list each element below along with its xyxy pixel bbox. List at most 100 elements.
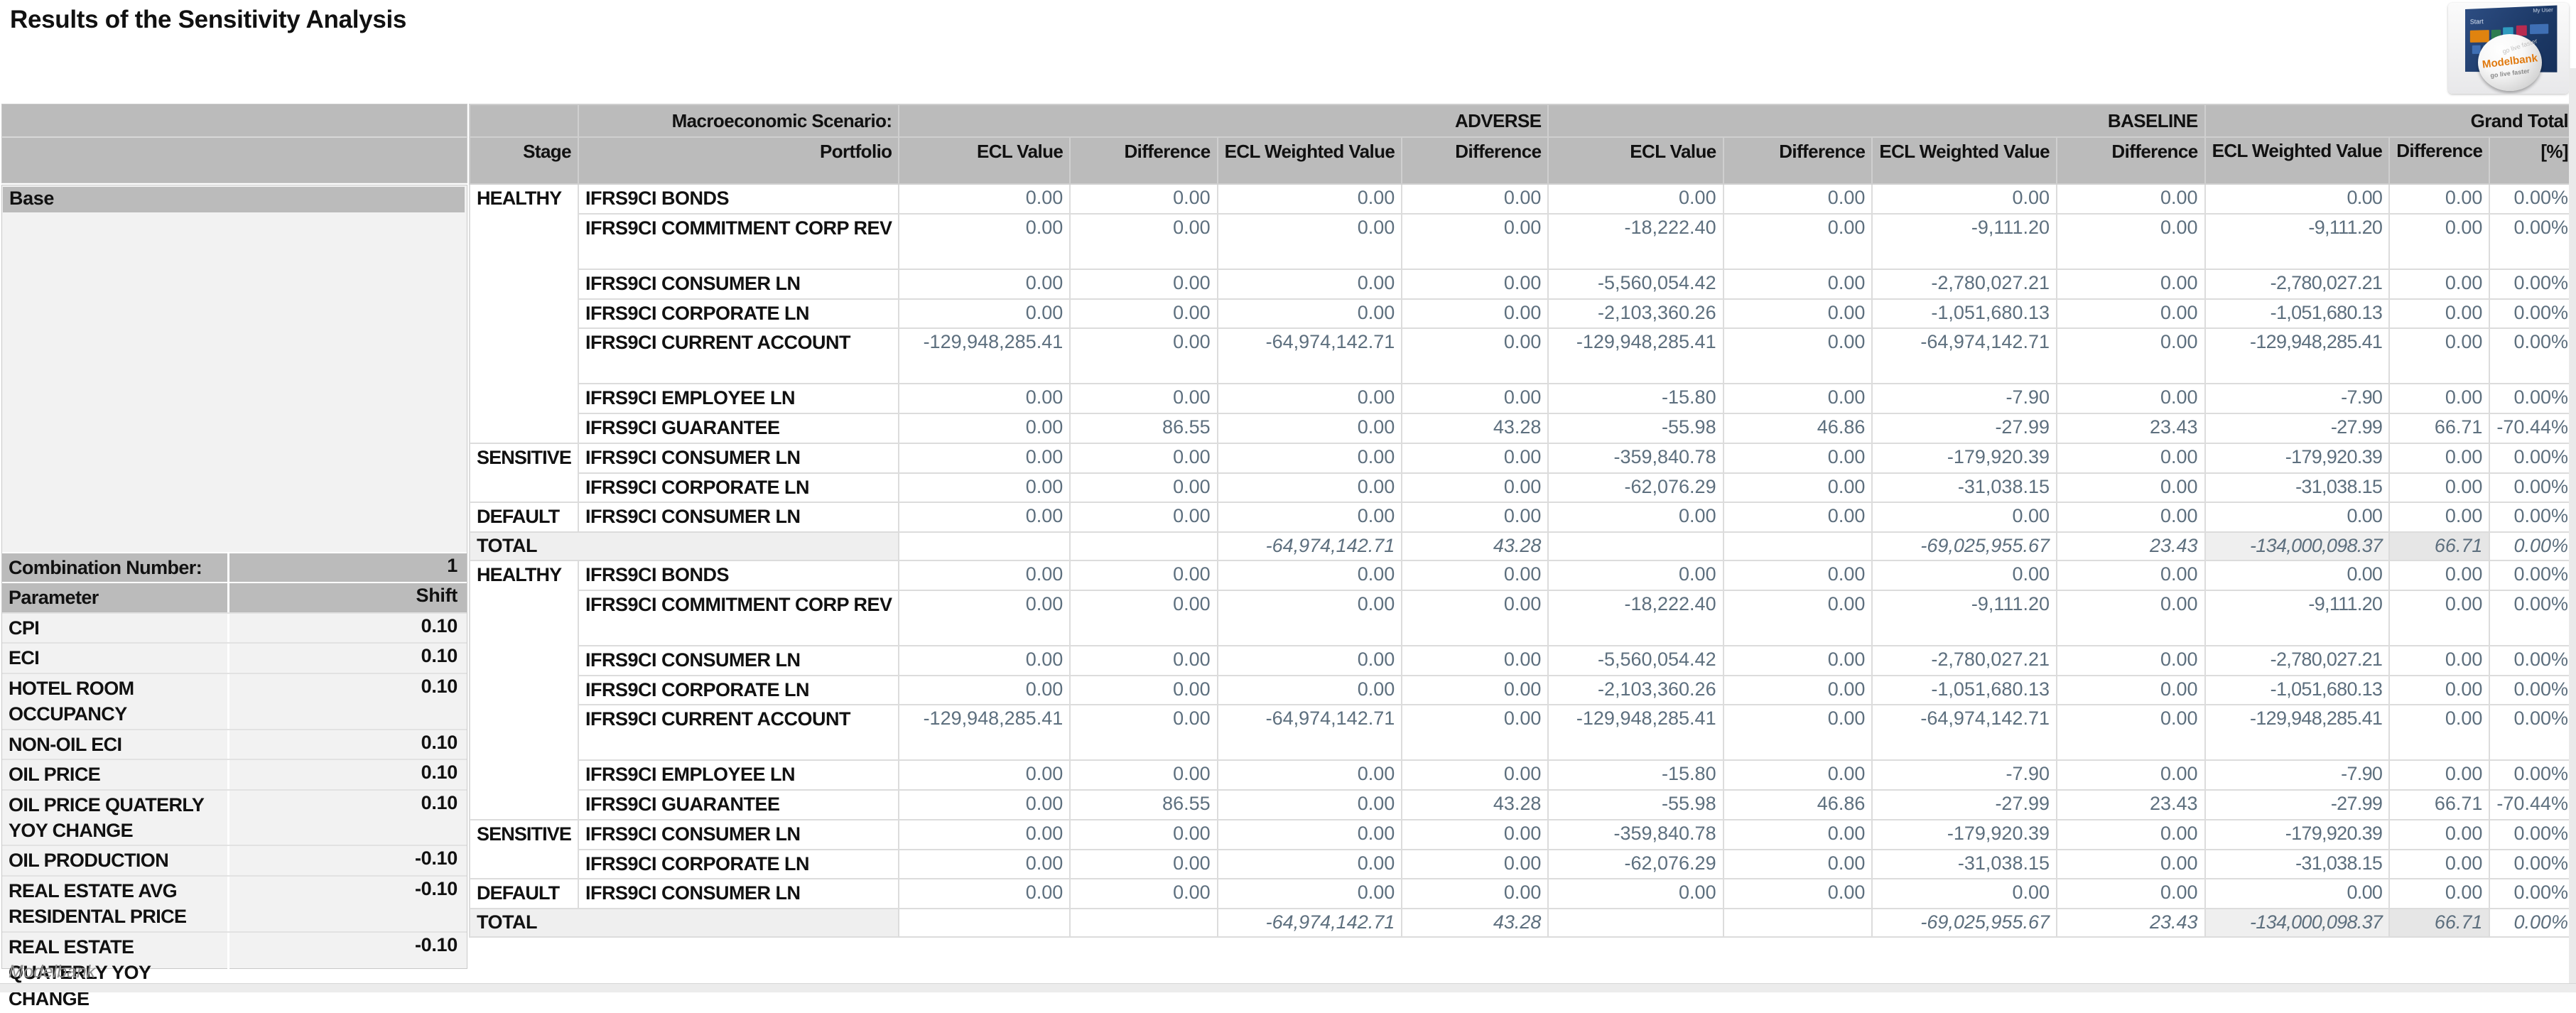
- ecl-cell[interactable]: 0.00: [1216, 674, 1403, 706]
- portfolio-cell[interactable]: IFRS9CI GUARANTEE: [577, 789, 900, 820]
- portfolio-cell[interactable]: IFRS9CI EMPLOYEE LN: [577, 759, 900, 791]
- table-row[interactable]: DEFAULT IFRS9CI CONSUMER LN 0.00 0.00 0.00 0.…: [469, 878, 2576, 909]
- grand-total-weighted-cell[interactable]: -129,948,285.41: [2204, 327, 2391, 385]
- ecl-cell[interactable]: -55.98: [1547, 789, 1724, 820]
- grand-total-weighted-cell[interactable]: -7.90: [2204, 383, 2391, 414]
- ecl-cell[interactable]: 0.00: [1401, 327, 1549, 385]
- grand-total-difference-cell[interactable]: 0.00: [2388, 183, 2491, 215]
- ecl-cell[interactable]: 0.00: [2056, 383, 2206, 414]
- ecl-cell[interactable]: 23.43: [2056, 413, 2206, 444]
- ecl-cell[interactable]: 0.00: [898, 759, 1071, 791]
- grand-total-difference-cell[interactable]: 66.71: [2388, 908, 2491, 938]
- grand-total-difference-cell[interactable]: 0.00: [2388, 759, 2491, 791]
- percent-cell[interactable]: 0.00%: [2489, 183, 2576, 215]
- percent-cell[interactable]: -70.44%: [2489, 413, 2576, 444]
- ecl-cell[interactable]: 0.00: [1722, 298, 1873, 330]
- ecl-cell[interactable]: 0.00: [2056, 212, 2206, 270]
- ecl-cell[interactable]: 0.00: [1547, 878, 1724, 909]
- ecl-cell[interactable]: 0.00: [1722, 848, 1873, 880]
- ecl-cell[interactable]: -5,560,054.42: [1547, 268, 1724, 300]
- grand-total-weighted-cell[interactable]: -9,111.20: [2204, 589, 2391, 646]
- portfolio-cell[interactable]: IFRS9CI CONSUMER LN: [577, 644, 900, 676]
- ecl-cell[interactable]: 0.00: [2056, 644, 2206, 676]
- table-row[interactable]: IFRS9CI CORPORATE LN 0.00 0.00 0.00 0.00 -62,…: [470, 848, 2576, 880]
- table-row[interactable]: IFRS9CI CONSUMER LN 0.00 0.00 0.00 0.00 -5,56…: [470, 268, 2576, 300]
- ecl-cell[interactable]: 0.00: [1722, 759, 1873, 791]
- ecl-cell[interactable]: 0.00: [1069, 818, 1218, 850]
- ecl-cell[interactable]: 0.00: [1722, 183, 1873, 215]
- ecl-cell[interactable]: 0.00: [1216, 268, 1403, 300]
- ecl-cell[interactable]: 0.00: [898, 298, 1071, 330]
- percent-cell[interactable]: 0.00%: [2489, 327, 2576, 385]
- table-row[interactable]: IFRS9CI GUARANTEE 0.00 86.55 0.00 43.28 -55.9…: [470, 789, 2576, 820]
- ecl-cell[interactable]: 0.00: [1722, 878, 1873, 909]
- ecl-cell[interactable]: 0.00: [1069, 442, 1218, 474]
- ecl-cell[interactable]: 0.00: [1401, 674, 1549, 706]
- ecl-cell[interactable]: 0.00: [1401, 212, 1549, 270]
- ecl-cell[interactable]: 0.00: [1547, 502, 1724, 533]
- ecl-cell[interactable]: -31,038.15: [1871, 472, 2057, 504]
- percent-cell[interactable]: 0.00%: [2489, 674, 2576, 706]
- ecl-cell[interactable]: 0.00: [898, 589, 1071, 646]
- grand-total-weighted-cell[interactable]: 0.00: [2204, 560, 2391, 591]
- stage-cell[interactable]: HEALTHY: [469, 183, 579, 444]
- ecl-cell[interactable]: -2,103,360.26: [1547, 298, 1724, 330]
- grand-total-weighted-cell[interactable]: -1,051,680.13: [2204, 674, 2391, 706]
- ecl-cell[interactable]: -31,038.15: [1871, 848, 2057, 880]
- ecl-cell[interactable]: 0.00: [2056, 848, 2206, 880]
- total-row[interactable]: TOTAL -64,974,142.71 43.28 -69,025,955.67 23…: [468, 908, 2576, 938]
- ecl-cell[interactable]: 0.00: [1401, 589, 1549, 646]
- grand-total-weighted-cell[interactable]: -1,051,680.13: [2204, 298, 2391, 330]
- ecl-cell[interactable]: -64,974,142.71: [1871, 327, 2057, 385]
- percent-cell[interactable]: 0.00%: [2489, 589, 2576, 646]
- table-row[interactable]: IFRS9CI COMMITMENT CORP REV 0.00 0.00 0.00 0…: [470, 212, 2576, 270]
- stage-cell[interactable]: SENSITIVE: [469, 442, 579, 504]
- ecl-cell[interactable]: 0.00: [898, 212, 1071, 270]
- portfolio-cell[interactable]: IFRS9CI CORPORATE LN: [577, 674, 900, 706]
- ecl-cell[interactable]: 0.00: [1216, 589, 1403, 646]
- grand-total-difference-cell[interactable]: 0.00: [2388, 589, 2491, 646]
- ecl-cell[interactable]: 0.00: [1216, 472, 1403, 504]
- table-row[interactable]: IFRS9CI CORPORATE LN 0.00 0.00 0.00 0.00 -2,1…: [470, 298, 2576, 330]
- ecl-cell[interactable]: -9,111.20: [1871, 589, 2057, 646]
- percent-cell[interactable]: 0.00%: [2489, 848, 2576, 880]
- ecl-cell[interactable]: 23.43: [2056, 789, 2206, 820]
- ecl-cell[interactable]: 0.00: [1722, 704, 1873, 762]
- grand-total-difference-cell[interactable]: 0.00: [2388, 644, 2491, 676]
- grand-total-weighted-cell[interactable]: -134,000,098.37: [2204, 908, 2391, 938]
- ecl-cell[interactable]: 0.00: [1401, 818, 1549, 850]
- ecl-cell[interactable]: -359,840.78: [1547, 818, 1724, 850]
- ecl-cell[interactable]: -2,780,027.21: [1871, 268, 2057, 300]
- ecl-cell[interactable]: -15.80: [1547, 383, 1724, 414]
- ecl-cell[interactable]: 0.00: [898, 848, 1071, 880]
- ecl-cell[interactable]: 0.00: [898, 878, 1071, 909]
- ecl-cell[interactable]: -129,948,285.41: [898, 704, 1071, 762]
- grand-total-weighted-cell[interactable]: -2,780,027.21: [2204, 268, 2391, 300]
- ecl-cell[interactable]: 0.00: [1216, 848, 1403, 880]
- ecl-cell[interactable]: 0.00: [2056, 472, 2206, 504]
- ecl-cell[interactable]: -62,076.29: [1547, 472, 1724, 504]
- ecl-cell[interactable]: -2,780,027.21: [1871, 644, 2057, 676]
- ecl-cell[interactable]: 0.00: [1871, 878, 2057, 909]
- ecl-cell[interactable]: 23.43: [2056, 908, 2206, 938]
- ecl-cell[interactable]: -359,840.78: [1547, 442, 1724, 474]
- percent-cell[interactable]: 0.00%: [2489, 298, 2576, 330]
- ecl-cell[interactable]: 0.00: [898, 560, 1071, 591]
- ecl-cell[interactable]: 0.00: [1722, 674, 1873, 706]
- ecl-cell[interactable]: 86.55: [1069, 413, 1218, 444]
- ecl-cell[interactable]: -55.98: [1547, 413, 1724, 444]
- ecl-cell[interactable]: -179,920.39: [1871, 442, 2057, 474]
- ecl-cell[interactable]: 0.00: [1216, 442, 1403, 474]
- portfolio-cell[interactable]: IFRS9CI CONSUMER LN: [577, 818, 900, 850]
- portfolio-cell[interactable]: IFRS9CI CORPORATE LN: [577, 472, 900, 504]
- ecl-cell[interactable]: 0.00: [1216, 413, 1403, 444]
- ecl-cell[interactable]: -5,560,054.42: [1547, 644, 1724, 676]
- ecl-cell[interactable]: 0.00: [1216, 789, 1403, 820]
- ecl-cell[interactable]: [1069, 908, 1218, 938]
- ecl-cell[interactable]: 0.00: [898, 818, 1071, 850]
- ecl-cell[interactable]: [898, 531, 1071, 561]
- ecl-cell[interactable]: 0.00: [898, 472, 1071, 504]
- ecl-cell[interactable]: 0.00: [1069, 848, 1218, 880]
- table-row[interactable]: DEFAULT IFRS9CI CONSUMER LN 0.00 0.00 0.00 0.…: [469, 502, 2576, 533]
- grand-total-difference-cell[interactable]: 0.00: [2388, 327, 2491, 385]
